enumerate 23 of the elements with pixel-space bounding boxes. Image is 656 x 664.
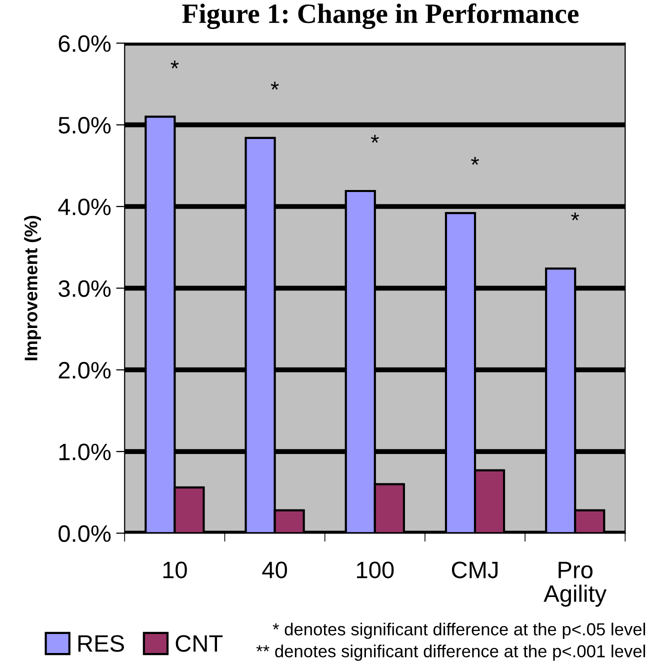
y-tick-label: 5.0% xyxy=(58,116,111,134)
annotation: * xyxy=(270,82,279,90)
x-tick-label: Pro Agility xyxy=(544,562,607,607)
annotation: * xyxy=(471,156,479,165)
x-tick-label: 40 xyxy=(262,562,288,578)
annotation: * xyxy=(571,212,580,220)
y-tick-label: 4.0% xyxy=(58,198,111,216)
chart-title: Figure 1: Change in Performance xyxy=(182,3,579,30)
annotation: * xyxy=(170,60,179,68)
text: ** denotes significant difference at the p<.001 level xyxy=(256,644,646,661)
y-axis-title: Improvement (%) xyxy=(24,216,41,360)
text: * denotes significant difference at the p<.05 level xyxy=(272,622,646,639)
y-tick-label: 6.0% xyxy=(58,35,111,52)
y-tick-label: 1.0% xyxy=(59,444,111,460)
y-tick-label: 2.0% xyxy=(58,362,111,379)
legend-label: RES xyxy=(78,635,124,652)
annotation: * xyxy=(370,134,379,143)
legend-label: CNT xyxy=(176,635,223,652)
x-tick-label: 10 xyxy=(163,562,187,578)
y-tick-label: 0.0% xyxy=(58,525,111,542)
y-tick-label: 3.0% xyxy=(58,280,111,297)
x-tick-label: 100 xyxy=(357,562,394,578)
x-tick-label: CMJ xyxy=(452,562,498,578)
